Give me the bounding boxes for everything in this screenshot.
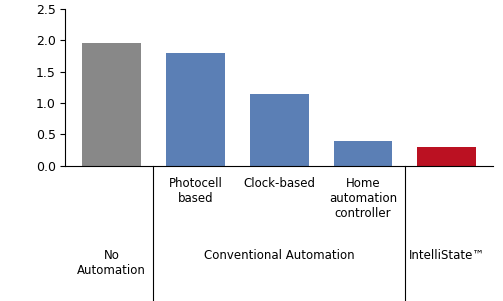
Bar [250, 94, 308, 166]
Text: Conventional Automation: Conventional Automation [204, 249, 355, 262]
Text: Home
automation
controller: Home automation controller [329, 177, 397, 220]
Text: Photocell
based: Photocell based [169, 177, 222, 205]
Text: IntelliState™: IntelliState™ [409, 249, 485, 262]
Bar [333, 141, 392, 166]
Text: Clock-based: Clock-based [243, 177, 315, 190]
Text: No
Automation: No Automation [77, 249, 146, 277]
Bar [82, 43, 141, 166]
Bar [417, 147, 476, 166]
Bar [166, 53, 225, 166]
